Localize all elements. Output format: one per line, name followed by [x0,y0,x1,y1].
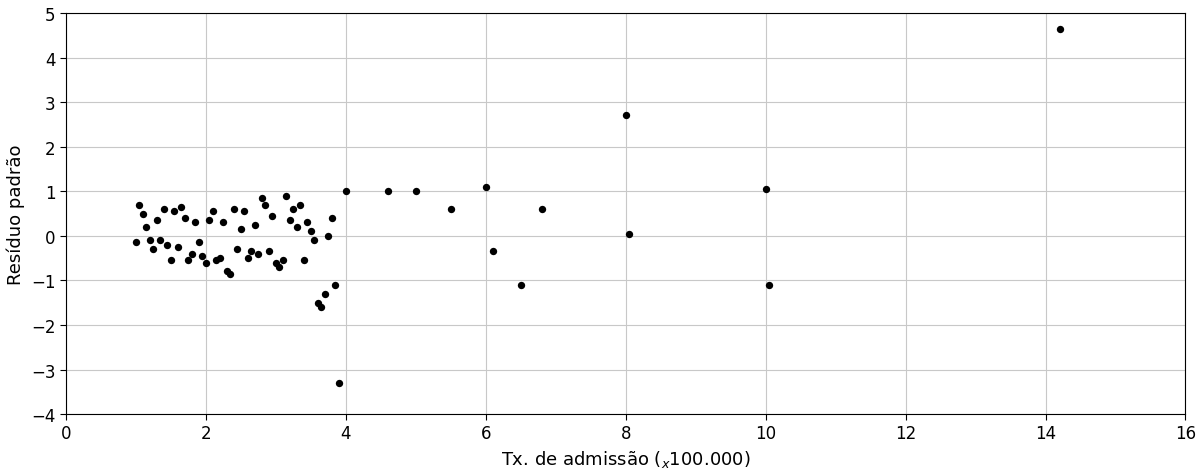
Point [196,259,215,267]
Point [315,290,334,298]
Point [319,232,338,240]
Point [759,281,778,289]
Point [280,217,300,225]
Point [484,248,503,256]
Point [172,204,191,211]
Point [312,304,331,311]
Point [616,112,635,120]
Point [322,215,342,222]
Point [256,201,275,209]
Point [211,255,230,262]
Point [295,257,314,265]
Point [277,192,296,200]
Point [189,239,208,247]
Point [147,217,166,225]
Point [179,257,198,265]
Point [235,208,254,216]
Point [378,188,397,196]
Y-axis label: Resíduo padrão: Resíduo padrão [7,144,25,284]
Point [192,252,212,260]
Point [137,224,156,231]
Point [253,195,272,202]
Point [476,184,496,191]
Point [308,299,327,307]
Point [242,248,261,256]
Point [165,208,184,216]
Point [218,268,237,276]
Point [284,206,303,213]
Point [200,217,219,225]
Point [207,257,226,265]
Point [266,259,285,267]
Point [297,219,316,227]
Point [220,270,239,278]
Point [330,379,349,387]
Point [262,212,282,220]
Point [273,257,292,265]
Point [291,201,310,209]
Point [161,257,180,265]
Point [532,206,551,213]
Point [182,250,201,258]
Point [134,210,153,218]
Point [620,230,639,238]
Point [231,226,250,233]
Point [126,239,146,247]
Point [238,255,257,262]
Point [144,246,164,253]
Point [1050,26,1069,33]
Point [301,228,320,236]
Point [245,221,265,229]
Point [141,237,160,245]
Point [154,206,173,213]
Point [304,237,324,245]
Point [511,281,531,289]
Point [407,188,426,196]
Point [214,219,233,227]
Point [326,281,345,289]
Point [227,246,247,253]
Point [288,224,307,231]
Point [442,206,461,213]
Point [158,241,177,249]
Point [269,264,289,271]
Point [755,186,775,193]
Point [130,201,149,209]
Point [176,215,195,222]
Point [150,237,170,245]
Point [249,250,268,258]
X-axis label: Tx. de admissão ($_{x}$100.000): Tx. de admissão ($_{x}$100.000) [500,448,751,469]
Point [168,244,188,251]
Point [203,208,223,216]
Point [185,219,205,227]
Point [224,206,243,213]
Point [259,248,278,256]
Point [336,188,355,196]
